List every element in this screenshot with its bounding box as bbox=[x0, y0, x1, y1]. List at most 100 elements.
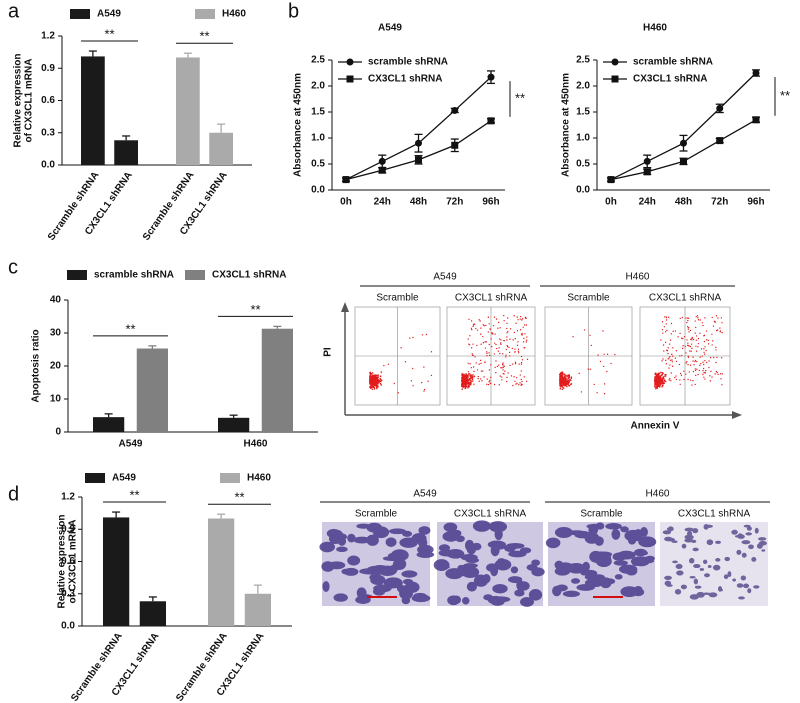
marker bbox=[611, 58, 619, 66]
marker bbox=[451, 141, 459, 149]
y-tick-label: 0.0 bbox=[61, 621, 75, 632]
y-tick-label: 0.6 bbox=[61, 556, 75, 567]
marker bbox=[346, 58, 354, 66]
legend-label: A549 bbox=[97, 9, 121, 20]
cells bbox=[662, 524, 767, 600]
marker bbox=[451, 106, 459, 114]
chart-title: A549 bbox=[378, 23, 402, 34]
marker bbox=[752, 69, 760, 77]
bar bbox=[209, 132, 233, 165]
bar bbox=[208, 518, 235, 626]
y-tick-label: 2.5 bbox=[576, 55, 590, 66]
marker bbox=[487, 73, 495, 81]
y-tick-label: 10 bbox=[50, 394, 62, 405]
y-tick-label: 1.0 bbox=[311, 133, 325, 144]
marker bbox=[752, 116, 760, 124]
column-label: CX3CL1 shRNA bbox=[454, 509, 527, 520]
y-tick-label: 1.5 bbox=[311, 107, 325, 118]
group-label: A549 bbox=[413, 489, 437, 500]
y-tick-label: 0.0 bbox=[311, 185, 325, 196]
y-tick-label: 30 bbox=[50, 328, 62, 339]
legend-label: scramble shRNA bbox=[368, 57, 448, 68]
y-tick-label: 0.5 bbox=[576, 159, 590, 170]
bar bbox=[81, 56, 105, 165]
arrow-head bbox=[341, 302, 349, 312]
group-label: H460 bbox=[626, 272, 650, 283]
marker bbox=[346, 75, 354, 83]
flow-dots bbox=[654, 315, 723, 390]
column-label: CX3CL1 shRNA bbox=[455, 293, 528, 304]
legend-swatch bbox=[85, 473, 105, 483]
y-axis-label: of CX3CL1 mRNA bbox=[24, 59, 35, 143]
chart-title: H460 bbox=[643, 23, 667, 34]
panel-letter: b bbox=[288, 0, 299, 22]
marker bbox=[680, 157, 687, 165]
marker bbox=[643, 157, 651, 165]
legend-swatch bbox=[70, 9, 90, 19]
arrow-head bbox=[732, 411, 742, 419]
x-tick-label: 48h bbox=[410, 197, 427, 208]
x-tick-label: 48h bbox=[675, 197, 692, 208]
x-tick-label: 96h bbox=[482, 197, 499, 208]
x-tick-label: 24h bbox=[639, 197, 656, 208]
bar bbox=[103, 517, 130, 626]
x-tick-label: 24h bbox=[374, 197, 391, 208]
marker bbox=[342, 176, 350, 184]
significance-label: ** bbox=[234, 490, 244, 505]
marker bbox=[378, 157, 386, 165]
legend-label: H460 bbox=[222, 9, 246, 20]
legend-swatch bbox=[220, 473, 240, 483]
bar bbox=[139, 601, 166, 626]
y-tick-label: 0.3 bbox=[41, 127, 55, 138]
y-tick-label: 0 bbox=[55, 427, 61, 438]
y-axis-label: Absorbance at 450nm bbox=[293, 73, 304, 177]
bar bbox=[244, 593, 271, 626]
column-label: Scramble bbox=[355, 509, 398, 520]
marker bbox=[716, 104, 724, 112]
marker bbox=[378, 166, 386, 174]
legend-swatch bbox=[67, 270, 87, 280]
bar bbox=[218, 417, 250, 432]
legend-label: scramble shRNA bbox=[633, 57, 713, 68]
y-tick-label: 1.2 bbox=[61, 492, 75, 503]
y-tick-label: 2.5 bbox=[311, 55, 325, 66]
panel-letter: d bbox=[8, 483, 19, 505]
y-axis-label: Relative expression bbox=[57, 515, 68, 609]
y-tick-label: 0.9 bbox=[61, 524, 75, 535]
legend-label: CX3CL1 shRNA bbox=[212, 270, 286, 281]
x-tick-label: 72h bbox=[446, 197, 463, 208]
y-tick-label: 0.3 bbox=[61, 588, 75, 599]
x-tick-label: 72h bbox=[711, 197, 728, 208]
y-axis-label: Relative expression bbox=[13, 54, 24, 148]
cells bbox=[319, 522, 435, 605]
flow-x-label: Annexin V bbox=[631, 421, 680, 432]
y-tick-label: 0.5 bbox=[311, 159, 325, 170]
significance-label: ** bbox=[780, 88, 790, 103]
column-label: Scramble bbox=[580, 509, 623, 520]
significance-label: ** bbox=[125, 321, 135, 336]
legend-swatch bbox=[185, 270, 205, 280]
legend-label: CX3CL1 shRNA bbox=[633, 74, 707, 85]
y-tick-label: 1.2 bbox=[41, 31, 55, 42]
legend-swatch bbox=[195, 9, 215, 19]
y-tick-label: 2.0 bbox=[311, 81, 325, 92]
y-axis-label: of CX3CL1 mRNA bbox=[68, 520, 79, 604]
group-label: A549 bbox=[433, 272, 457, 283]
significance-label: ** bbox=[104, 26, 114, 41]
marker bbox=[643, 168, 651, 176]
legend-label: A549 bbox=[112, 473, 136, 484]
column-label: Scramble bbox=[376, 293, 419, 304]
legend-label: H460 bbox=[247, 473, 271, 484]
y-tick-label: 40 bbox=[50, 295, 62, 306]
column-label: CX3CL1 shRNA bbox=[649, 293, 722, 304]
marker bbox=[415, 139, 422, 147]
x-tick-label: 96h bbox=[747, 197, 764, 208]
y-tick-label: 1.5 bbox=[576, 107, 590, 118]
marker bbox=[415, 156, 422, 164]
panel-letter: c bbox=[8, 256, 18, 278]
marker bbox=[680, 139, 687, 147]
bar bbox=[261, 328, 293, 432]
cells bbox=[545, 522, 657, 598]
x-tick-label: A549 bbox=[119, 439, 143, 450]
